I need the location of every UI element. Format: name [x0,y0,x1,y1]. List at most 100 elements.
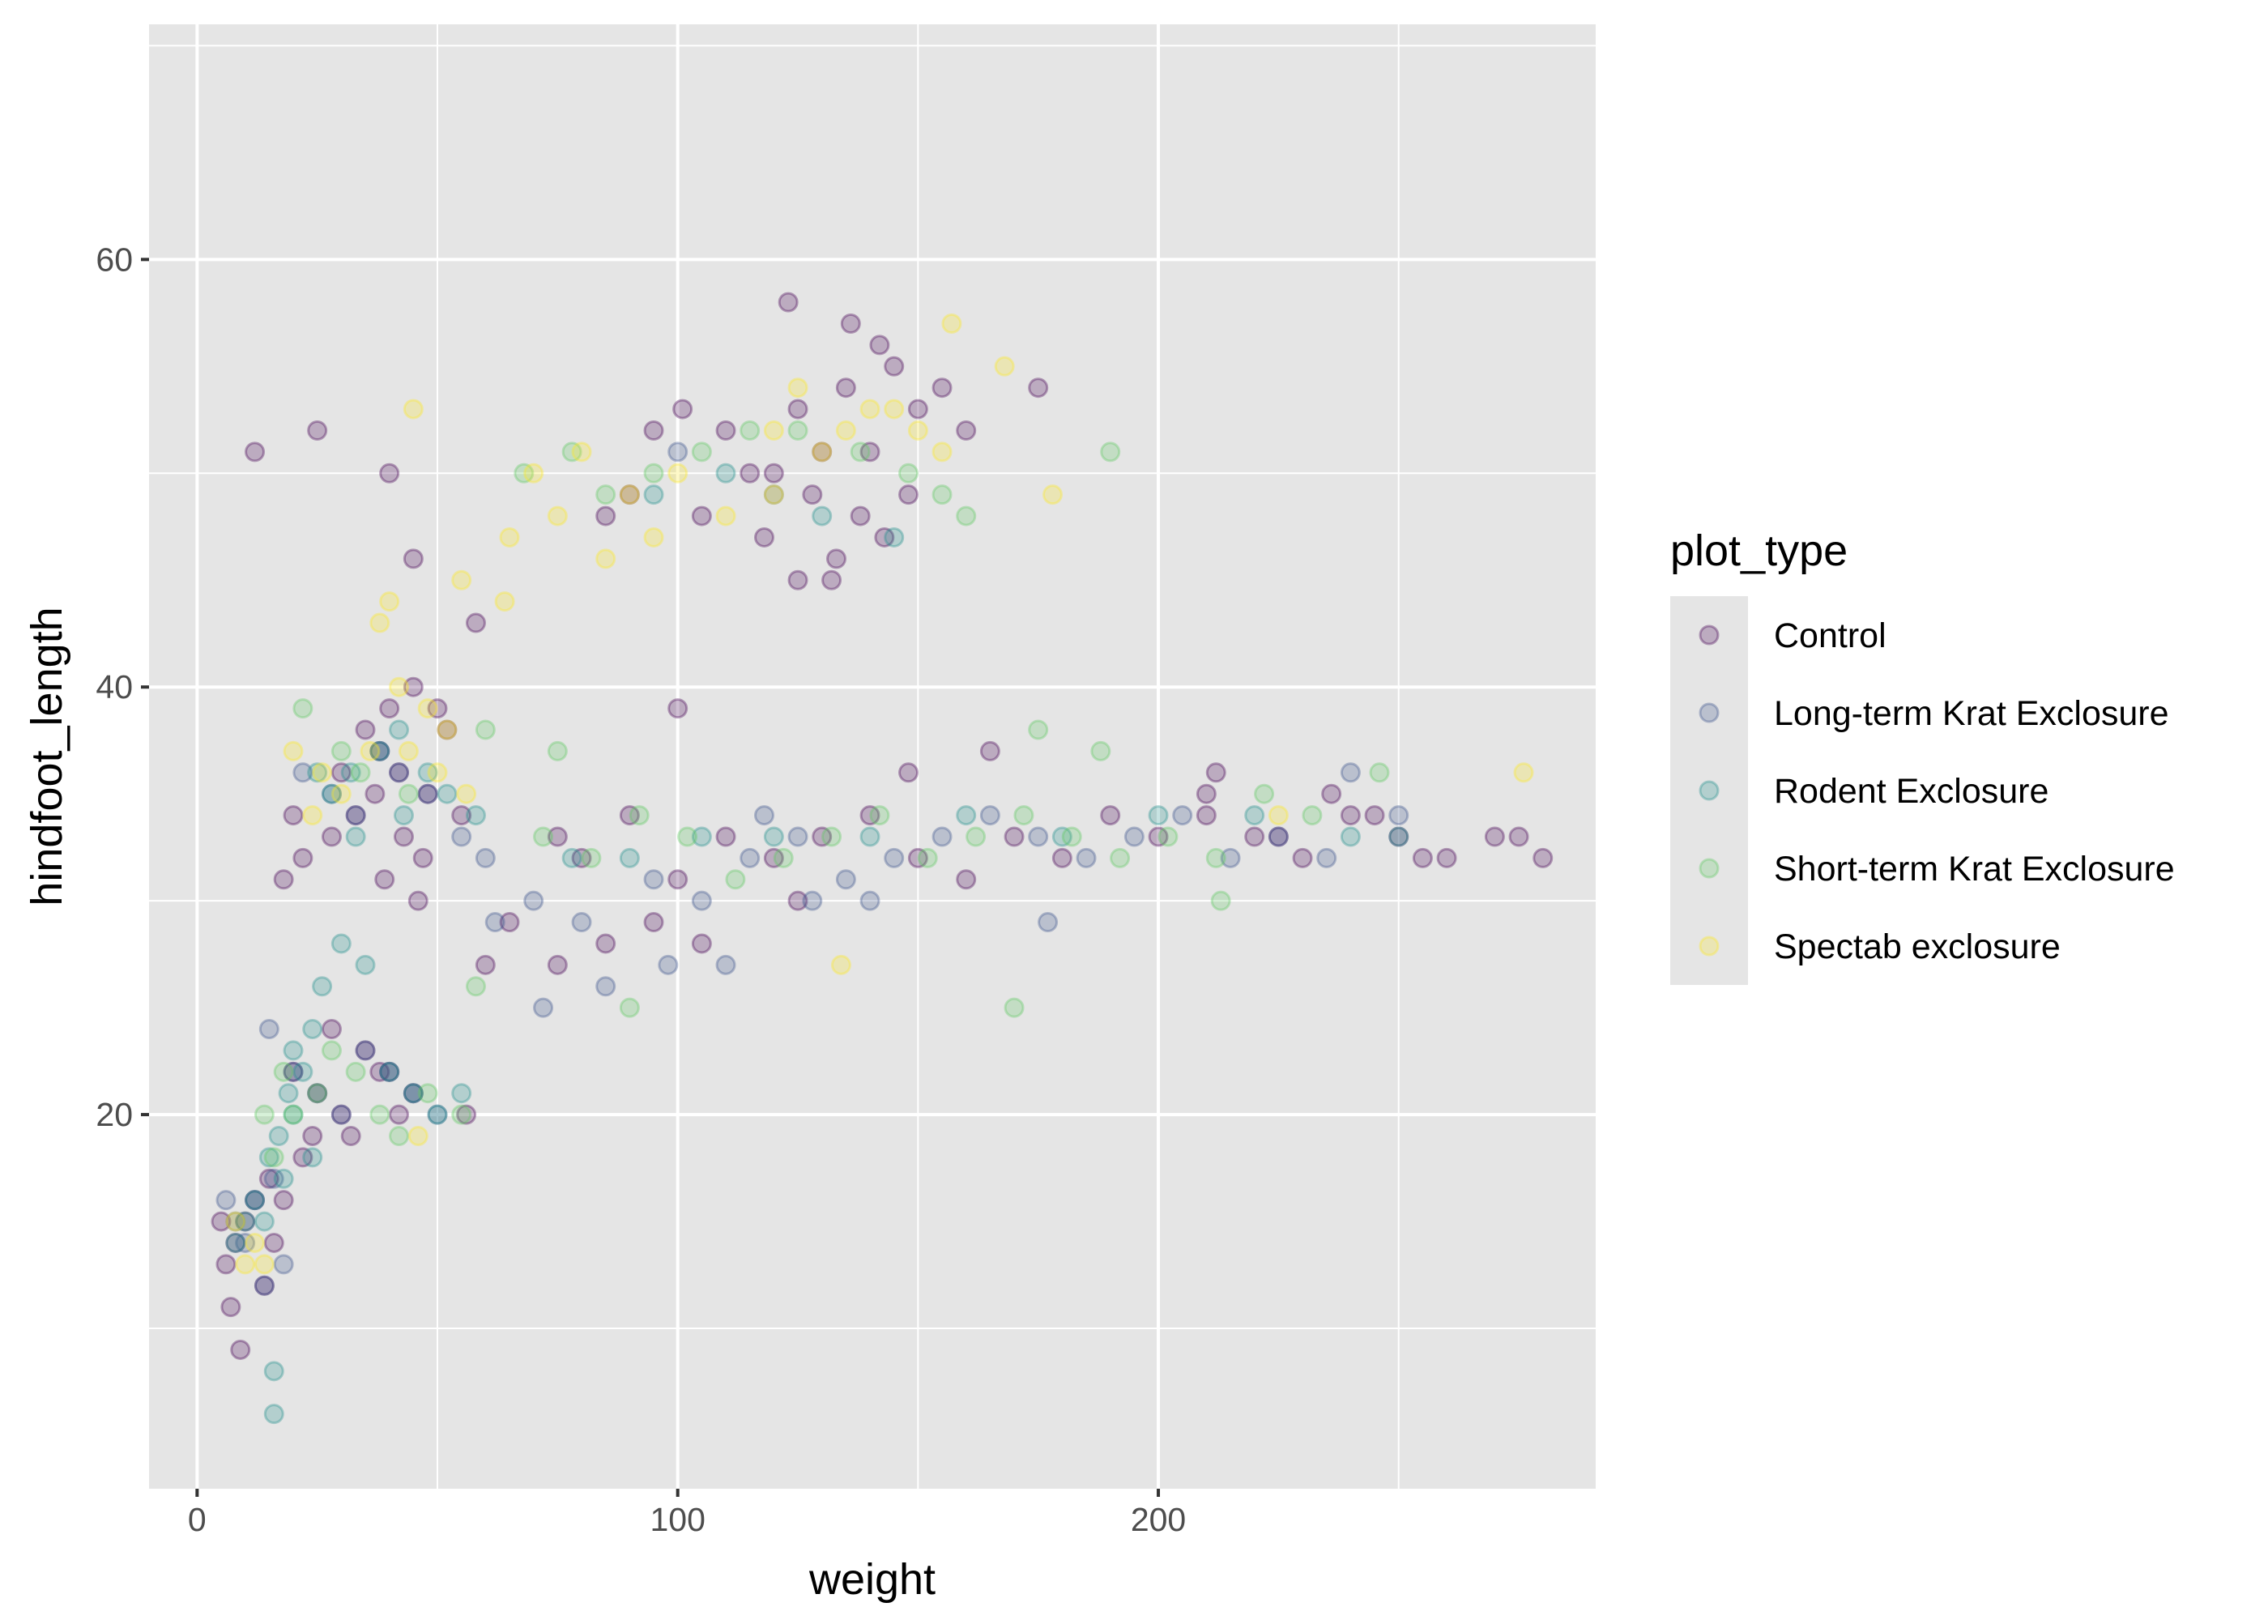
data-point [263,1147,284,1168]
data-point [451,569,472,590]
data-point [283,740,304,761]
legend-item: Long-term Krat Exclosure [1699,694,2169,733]
data-point [643,526,664,548]
data-point [403,1083,424,1104]
data-point [1302,805,1323,826]
data-point [1292,847,1313,868]
data-point [355,1040,376,1061]
data-point [715,826,736,847]
data-point [812,826,833,847]
data-point [1210,890,1231,911]
data-point [403,1083,424,1104]
data-point [1196,805,1217,826]
series-group [254,420,1390,1168]
data-point [595,548,616,569]
data-point [1268,826,1289,847]
data-points [211,292,1554,1425]
data-point [369,1061,390,1082]
data-point [417,1083,438,1104]
data-point [787,377,808,399]
data-point [1028,377,1049,399]
data-point [1513,762,1534,783]
data-point [763,826,784,847]
data-point [1148,826,1169,847]
data-point [417,762,438,783]
data-point [956,505,977,526]
data-point [1220,847,1241,868]
data-point [907,847,928,868]
data-point [389,719,410,740]
data-point [215,1190,237,1211]
data-point [753,526,774,548]
data-point [840,313,861,335]
data-point [884,847,905,868]
data-point [547,505,568,526]
x-axis-title: weight [808,1555,936,1604]
data-point [273,1254,294,1275]
data-point [499,526,520,548]
data-point [835,377,856,399]
data-point [312,976,333,997]
data-point [1004,997,1025,1018]
data-point [1123,826,1145,847]
plot-panel [149,24,1596,1489]
data-point [1157,826,1179,847]
data-point [850,441,871,462]
data-point [403,548,424,569]
data-point [859,399,880,420]
data-point [763,484,784,505]
x-tick-label: 200 [1131,1501,1186,1538]
data-point [1388,826,1409,847]
data-point [230,1339,251,1360]
data-point [451,826,472,847]
data-point [821,826,842,847]
legend-key-background [1670,596,1748,985]
data-point [379,1061,400,1082]
data-point [812,505,833,526]
data-point [451,1083,472,1104]
data-point [825,548,846,569]
data-point [830,954,851,975]
data-point [1100,805,1121,826]
data-point [427,762,448,783]
data-point [1533,847,1554,868]
series-group [225,462,1409,1425]
data-point [321,783,342,804]
data-point [273,1190,294,1211]
data-point [379,462,400,484]
data-point [225,1211,246,1232]
data-point [571,847,592,868]
data-point [412,847,433,868]
legend-key [1699,624,1720,646]
legend-key [1699,780,1720,801]
data-point [417,698,438,719]
data-point [1196,783,1217,804]
data-point [740,462,761,484]
legend-label: Rodent Exclosure [1774,772,2048,811]
data-point [398,740,419,761]
data-point [427,698,448,719]
grid-lines [149,24,1596,1489]
legend-key [1699,858,1720,879]
data-point [802,890,823,911]
data-point [869,335,890,356]
data-point [643,420,664,441]
data-point [595,484,616,505]
legend: plot_type Control Long-term Krat Exclosur… [1670,526,2175,985]
data-point [307,420,328,441]
legend-items: Control Long-term Krat Exclosure Rodent Ex… [1699,616,2175,966]
data-point [917,847,938,868]
data-point [595,505,616,526]
data-point [393,826,414,847]
data-point [1321,783,1342,804]
data-point [283,805,304,826]
data-point [437,719,458,740]
data-point [1205,762,1226,783]
data-point [898,484,919,505]
data-point [595,976,616,997]
data-point [225,1232,246,1253]
data-point [763,484,784,505]
data-point [374,869,395,890]
data-point [360,740,381,761]
data-point [417,783,438,804]
